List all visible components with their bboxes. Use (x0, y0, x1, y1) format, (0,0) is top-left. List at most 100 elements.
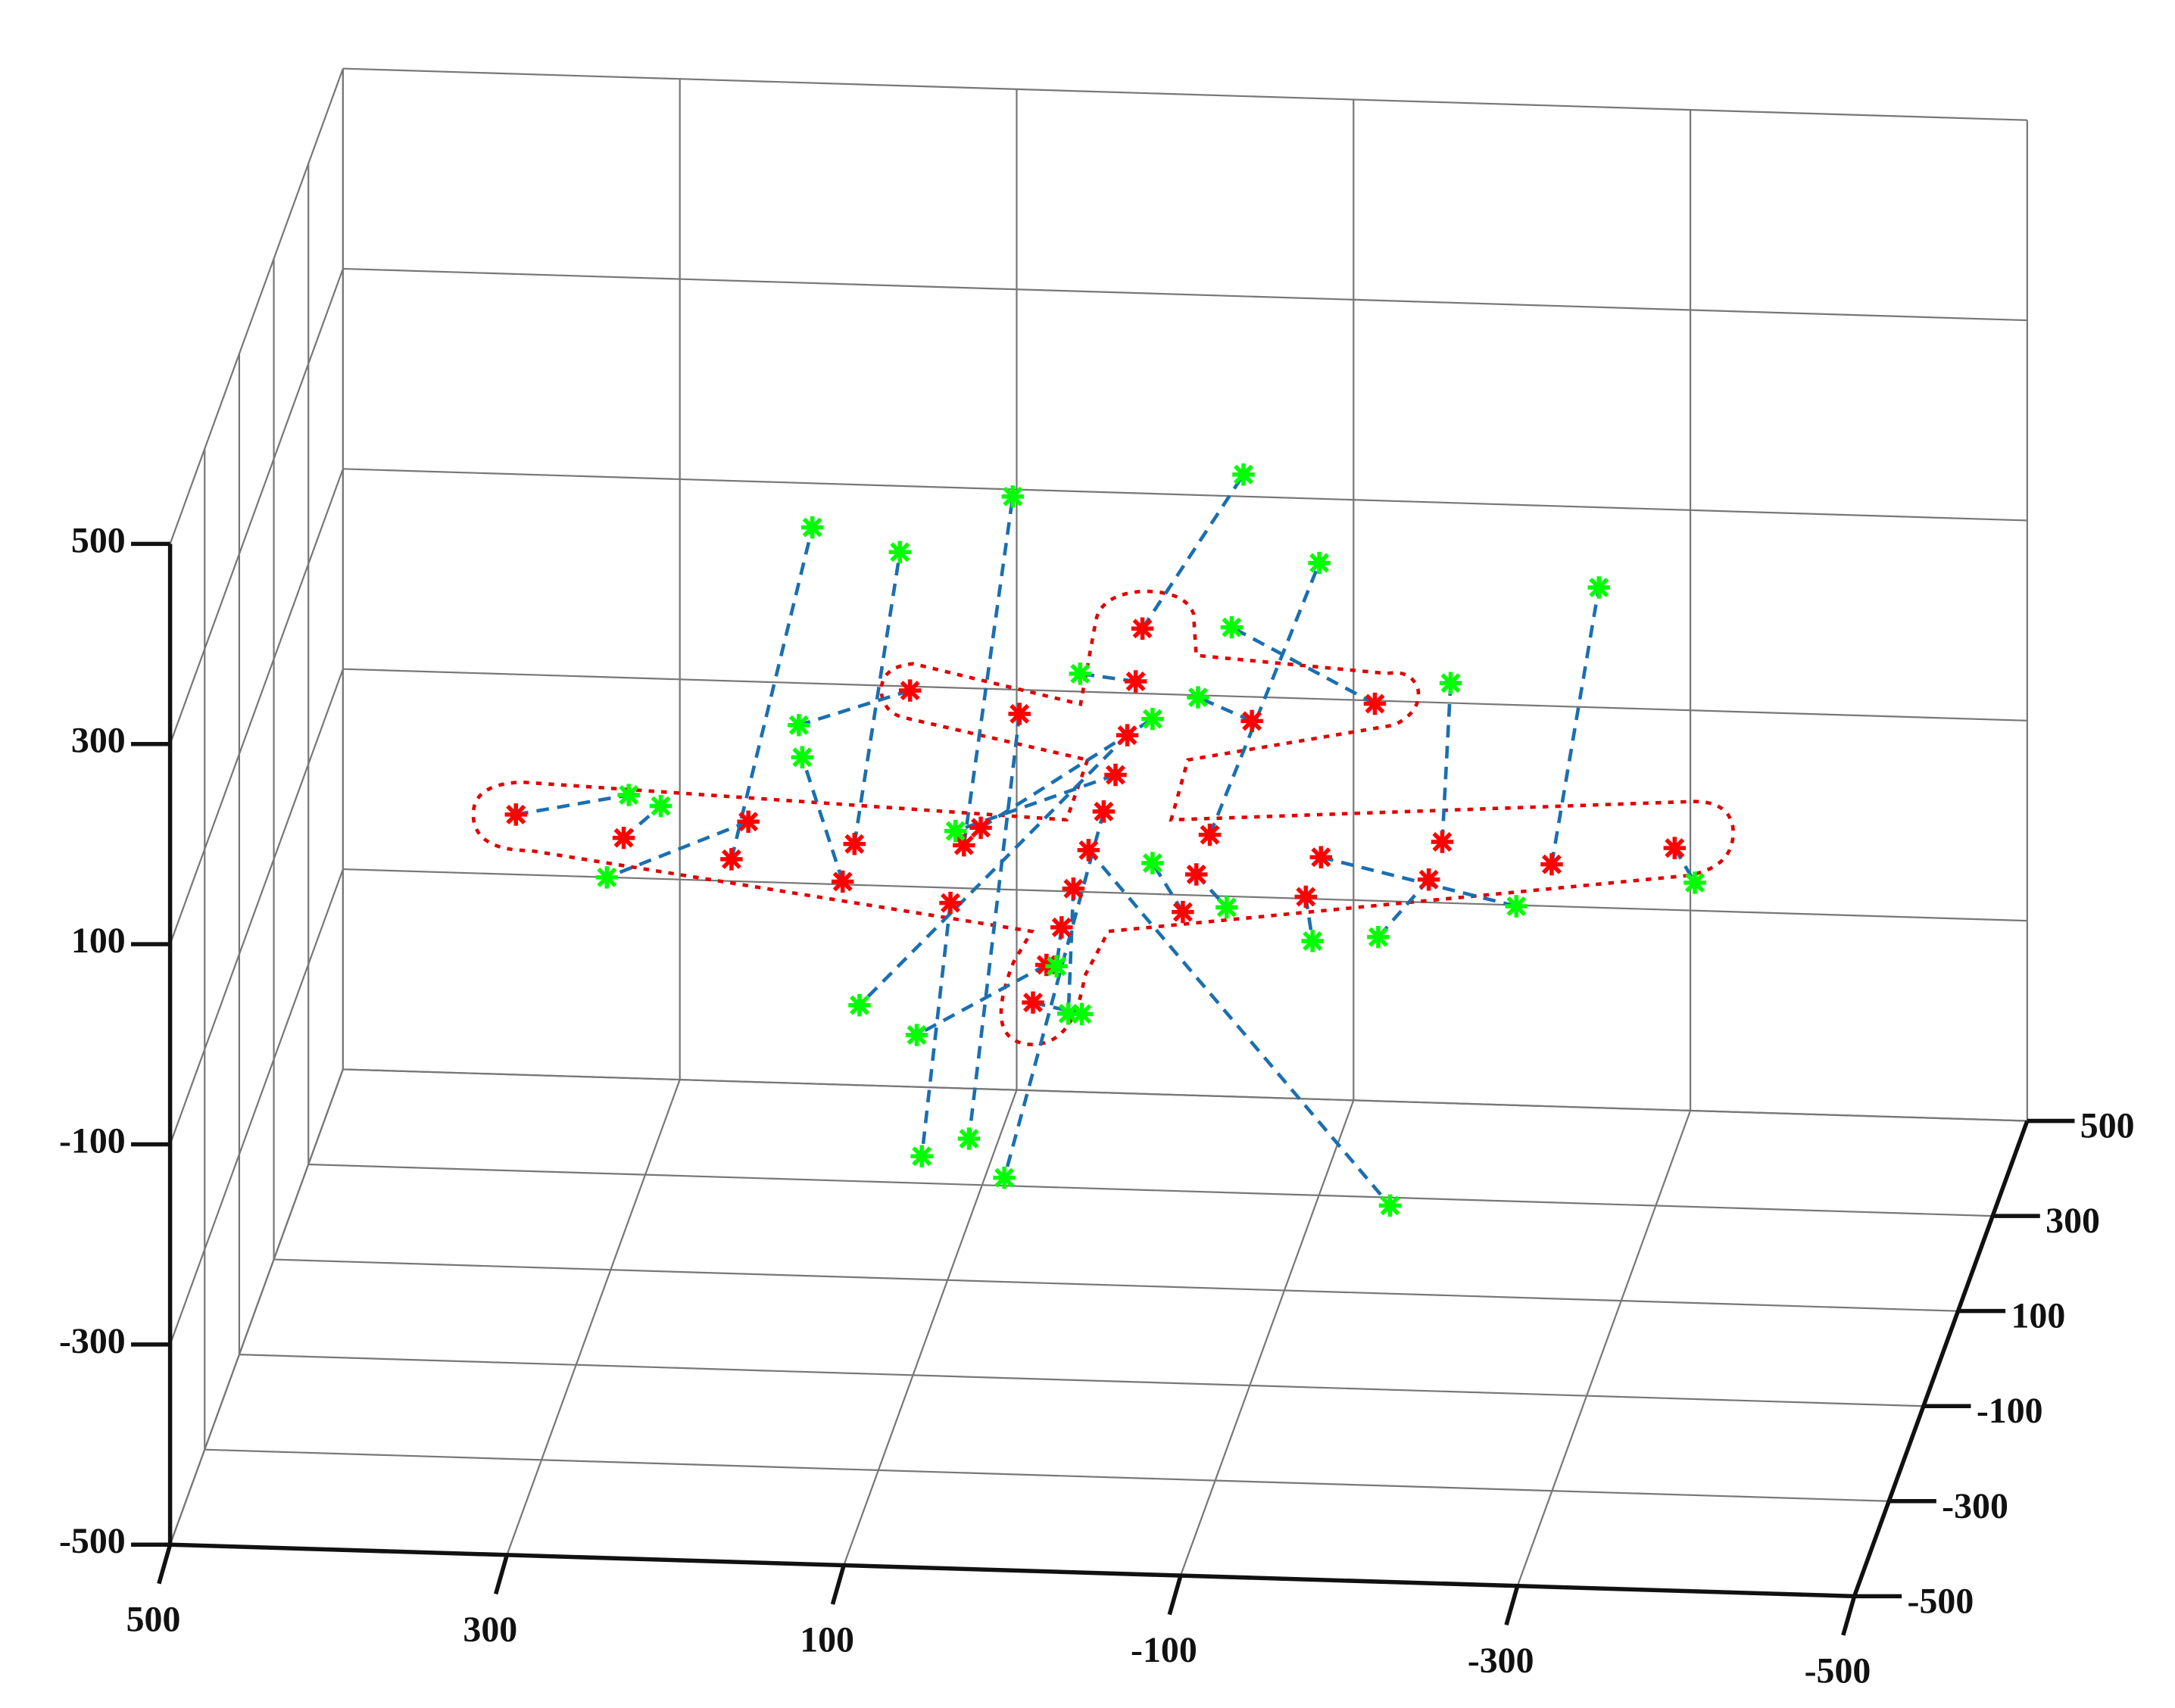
grid-line (1179, 1099, 1355, 1576)
connectors (515, 473, 1696, 1207)
point (791, 746, 814, 768)
y-tick-label: -100 (1977, 1391, 2043, 1431)
connector (800, 756, 844, 883)
connector (1087, 849, 1392, 1207)
point (905, 1024, 928, 1046)
point (888, 541, 912, 563)
z-tick-label: -100 (59, 1120, 126, 1161)
tick-mark (1167, 1575, 1183, 1616)
y-tick-label: -500 (1908, 1581, 1974, 1621)
point (910, 1145, 933, 1167)
point (953, 834, 975, 857)
point (993, 1166, 1016, 1189)
point (1587, 576, 1610, 599)
grid-line (169, 468, 344, 945)
grid-line (1516, 1110, 1692, 1587)
point (1172, 900, 1194, 924)
point (969, 816, 992, 840)
grid-line (239, 1354, 1924, 1407)
grid-line (342, 67, 2027, 121)
point (1367, 925, 1390, 949)
point (898, 679, 922, 702)
point (1069, 662, 1091, 685)
y-tick-label: -300 (1942, 1486, 2008, 1526)
x-tick-label: 500 (126, 1599, 181, 1639)
point (1308, 551, 1331, 575)
points (504, 463, 1706, 1217)
point (1092, 800, 1116, 823)
connector (1440, 683, 1453, 843)
connector (729, 527, 814, 860)
connector (852, 551, 902, 845)
z-tick-label: -300 (59, 1321, 126, 1361)
grid-line (308, 1163, 1993, 1217)
connector (1231, 625, 1376, 706)
point (720, 848, 743, 871)
point (1045, 955, 1068, 977)
x-tick-label: -300 (1468, 1641, 1534, 1681)
connector (919, 902, 953, 1157)
x-tick-label: 300 (463, 1610, 517, 1650)
grid-line (169, 669, 344, 1145)
point (1417, 868, 1440, 891)
tick-mark (1504, 1585, 1520, 1626)
connector (1208, 562, 1322, 836)
point (1198, 823, 1222, 846)
connector (1066, 888, 1075, 1014)
y-tick-label: 300 (2045, 1201, 2100, 1241)
y-tick-label: 500 (2080, 1106, 2135, 1146)
axis-line (170, 1542, 1855, 1599)
tick-mark (1841, 1595, 1857, 1636)
connector (1549, 587, 1601, 865)
point (1232, 463, 1255, 486)
point (1684, 871, 1706, 894)
connector (1150, 862, 1184, 913)
point (595, 866, 619, 889)
point (1294, 885, 1318, 909)
point (1215, 896, 1238, 919)
grid-line (342, 1068, 2027, 1122)
grid-line (342, 267, 2027, 322)
grid-line (342, 668, 2027, 722)
point (1141, 707, 1164, 731)
point (1116, 724, 1139, 746)
connector (916, 963, 1047, 1037)
point (1184, 863, 1208, 886)
point (843, 832, 866, 856)
point (1070, 1002, 1094, 1026)
point (1301, 930, 1324, 952)
point (1124, 670, 1147, 693)
point (1056, 1002, 1080, 1025)
grid-line (169, 268, 344, 745)
point (1141, 852, 1164, 874)
point (939, 891, 962, 915)
point (1022, 991, 1044, 1014)
point (788, 714, 810, 737)
point (1540, 852, 1563, 876)
z-tick-label: 300 (71, 721, 126, 761)
point (1187, 686, 1209, 709)
tick-mark (157, 1544, 173, 1585)
point (1220, 616, 1244, 639)
point (1431, 831, 1454, 853)
point (1062, 877, 1085, 900)
grid-line (506, 1079, 681, 1556)
point (800, 516, 824, 539)
aircraft-outline (471, 589, 1735, 1046)
connector (1141, 473, 1245, 630)
point (831, 870, 854, 893)
x-tick-label: 100 (800, 1620, 854, 1660)
point (1131, 617, 1154, 640)
axes: -500 -300 -100 100 300 500 500 300 100 -100 -300 -5… (59, 520, 2135, 1691)
connector (515, 793, 629, 817)
x-tick-label: -500 (1805, 1650, 1871, 1691)
grid-line (273, 1258, 1958, 1312)
connector (858, 734, 1129, 1007)
point (957, 1127, 981, 1150)
point (944, 819, 967, 843)
tick-mark (494, 1554, 510, 1595)
connector (606, 820, 749, 880)
connector (954, 773, 1116, 833)
x-tick-label: -100 (1131, 1630, 1197, 1670)
